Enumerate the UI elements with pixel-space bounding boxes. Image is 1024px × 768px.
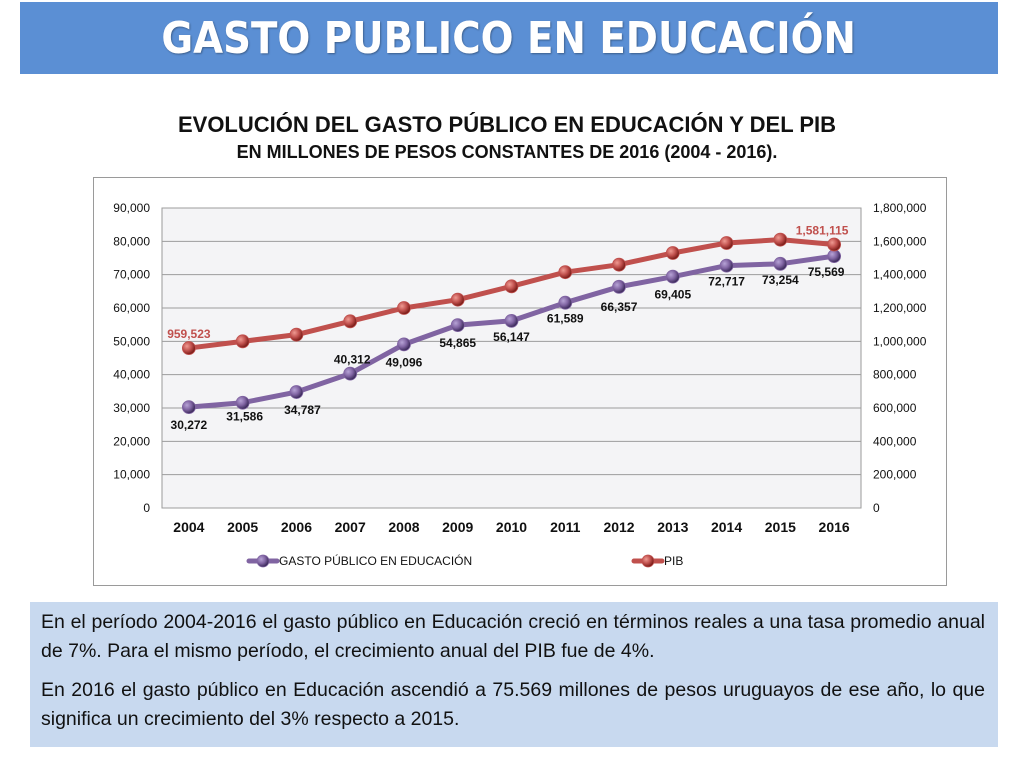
y-left-tick-label: 10,000 — [113, 468, 150, 482]
series-point — [397, 337, 411, 352]
x-tick-label: 2015 — [765, 519, 796, 535]
y-left-tick-label: 40,000 — [113, 368, 150, 382]
y-left-tick-label: 50,000 — [113, 334, 150, 348]
series-point — [827, 237, 842, 252]
y-right-tick-label: 600,000 — [873, 401, 917, 415]
data-label-education: 30,272 — [171, 418, 208, 432]
data-label-education: 75,569 — [808, 265, 845, 279]
series-point — [773, 256, 788, 271]
series-point — [289, 327, 304, 342]
data-label-education: 54,865 — [439, 336, 476, 350]
x-tick-label: 2005 — [227, 519, 258, 535]
x-tick-label: 2012 — [603, 519, 634, 535]
y-left-tick-label: 70,000 — [113, 268, 150, 282]
y-right-tick-label: 200,000 — [873, 468, 917, 482]
series-point — [612, 257, 626, 272]
plot-area — [161, 207, 862, 509]
header-bar: GASTO PUBLICO EN EDUCACIÓN — [20, 2, 998, 74]
x-tick-label: 2010 — [496, 519, 527, 535]
note-paragraph-1: En el período 2004-2016 el gasto público… — [41, 611, 985, 662]
x-tick-label: 2008 — [388, 519, 419, 535]
data-label-education: 40,312 — [334, 353, 371, 367]
y-right-tick-label: 1,400,000 — [873, 268, 927, 282]
data-label-education: 61,589 — [547, 312, 584, 326]
series-point — [719, 236, 734, 250]
legend-label: GASTO PÚBLICO EN EDUCACIÓN — [279, 553, 472, 568]
line-chart: 0 10,000 20,000 30,000 40,000 50,000 60,000 70,… — [113, 201, 927, 568]
chart-frame: 0 10,000 20,000 30,000 40,000 50,000 60,000 70,… — [93, 177, 947, 586]
data-label-education: 49,096 — [386, 355, 423, 369]
y-left-tick-label: 90,000 — [113, 201, 150, 215]
chart-title: EVOLUCIÓN DEL GASTO PÚBLICO EN EDUCACIÓN… — [177, 112, 837, 137]
x-tick-label: 2009 — [442, 519, 473, 535]
legend-swatch-marker — [641, 554, 655, 568]
note-paragraph-2: En 2016 el gasto público en Educación as… — [41, 679, 985, 730]
series-point — [504, 279, 519, 294]
y-left-tick-label: 80,000 — [113, 234, 150, 248]
data-label-education: 72,717 — [708, 275, 745, 289]
x-tick-label: 2007 — [335, 519, 366, 535]
data-label-education: 73,254 — [762, 273, 799, 287]
data-label-education: 31,586 — [226, 410, 263, 424]
series-point — [181, 341, 196, 355]
page-title: GASTO PUBLICO EN EDUCACIÓN — [161, 12, 857, 64]
series-point — [450, 292, 465, 307]
y-left-tick-label: 60,000 — [113, 301, 150, 315]
data-label-pib: 1,581,115 — [796, 223, 849, 237]
y-right-tick-label: 400,000 — [873, 434, 917, 448]
series-point — [665, 269, 680, 284]
y-right-tick-label: 1,000,000 — [873, 334, 927, 348]
y-right-tick-label: 1,200,000 — [873, 301, 927, 315]
series-point — [773, 232, 788, 247]
series-point — [343, 366, 358, 381]
series-point — [558, 295, 573, 310]
x-tick-label: 2004 — [173, 519, 204, 535]
series-point — [612, 279, 626, 294]
series-point — [558, 265, 573, 280]
data-label-education: 34,787 — [284, 403, 321, 417]
series-point — [235, 395, 250, 410]
notes-box: En el período 2004-2016 el gasto público… — [30, 602, 998, 747]
data-label-education: 69,405 — [654, 288, 691, 302]
y-left-tick-label: 30,000 — [113, 401, 150, 415]
y-left-tick-label: 20,000 — [113, 434, 150, 448]
y-right-tick-label: 0 — [873, 501, 880, 515]
x-tick-label: 2011 — [550, 519, 581, 535]
series-point — [450, 318, 465, 333]
y-right-tick-label: 800,000 — [873, 368, 917, 382]
data-label-education: 66,357 — [601, 300, 638, 314]
x-tick-label: 2013 — [657, 519, 688, 535]
data-label-education: 56,147 — [493, 330, 530, 344]
x-tick-label: 2006 — [281, 519, 312, 535]
legend-label: PIB — [664, 554, 683, 568]
series-point — [343, 314, 358, 329]
series-point — [665, 246, 680, 260]
legend-swatch-marker — [256, 554, 270, 568]
series-point — [181, 400, 196, 414]
series-point — [289, 385, 304, 399]
series-point — [719, 258, 734, 273]
x-tick-label: 2014 — [711, 519, 742, 535]
series-point — [504, 313, 519, 328]
y-right-tick-label: 1,800,000 — [873, 201, 927, 215]
x-tick-label: 2016 — [819, 519, 850, 535]
chart-subtitle: EN MILLONES DE PESOS CONSTANTES DE 2016 … — [236, 142, 778, 162]
series-point — [397, 301, 411, 315]
y-right-tick-label: 1,600,000 — [873, 234, 927, 248]
data-label-pib: 959,523 — [167, 327, 211, 341]
y-left-tick-label: 0 — [143, 501, 150, 515]
series-point — [235, 334, 250, 349]
series-point — [827, 249, 842, 264]
